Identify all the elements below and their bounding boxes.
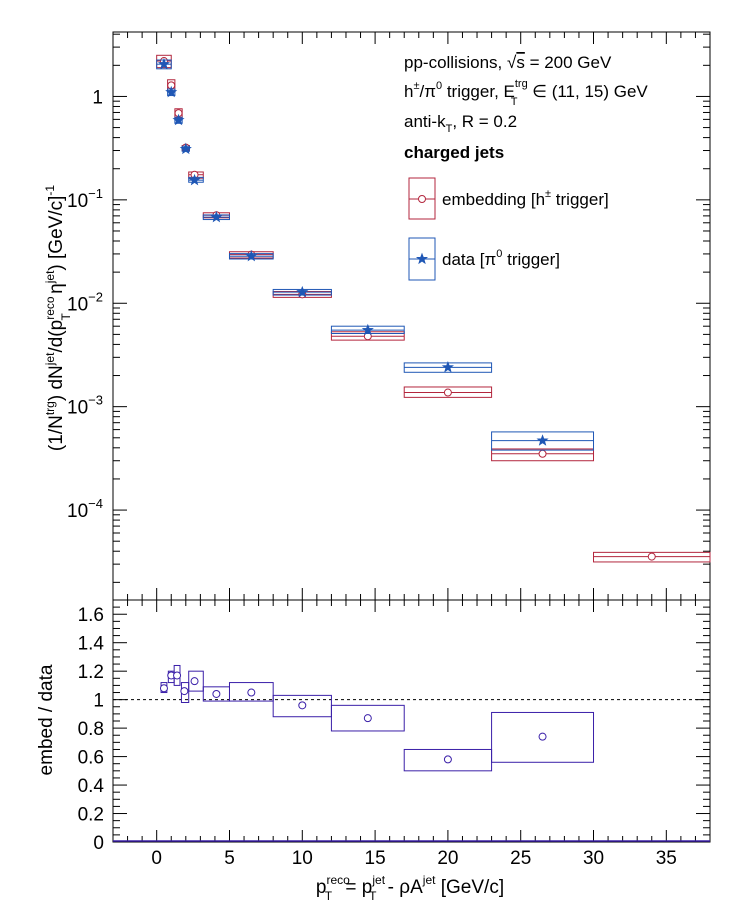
- data-point: [165, 85, 178, 98]
- x-tick-label: 20: [437, 848, 458, 869]
- top-y-tick-label: 10−2: [67, 289, 103, 315]
- top-y-tick-label: 10−1: [67, 186, 103, 212]
- bottom-y-tick-label: 0: [93, 833, 104, 854]
- legend-algorithm-line: anti-kT, R = 0.2: [404, 112, 517, 135]
- top-y-tick-label: 1: [92, 87, 103, 108]
- bottom-y-axis-title: embed / data: [36, 664, 57, 775]
- x-tick-labels: 0 5 10 15 20 25 30 35: [151, 848, 676, 869]
- sys-box: [491, 448, 595, 462]
- data-point: [361, 323, 374, 336]
- top-panel-marks: [156, 54, 711, 563]
- data-point: [210, 210, 223, 223]
- legend: pp-collisions, √s = 200 GeV h±/π0 trigge…: [404, 53, 648, 281]
- bottom-y-tick-label: 1.6: [78, 605, 104, 626]
- legend-embedding-marker: [418, 195, 426, 203]
- x-tick-label: 35: [656, 848, 677, 869]
- ratio-sys-box: [491, 711, 595, 763]
- bottom-panel-marks: [159, 664, 595, 772]
- bottom-y-tick-label: 1.2: [78, 662, 104, 683]
- legend-header: charged jets: [404, 143, 504, 162]
- top-y-tick-labels: 10−4 10−3 10−2 10−1 1: [67, 87, 103, 522]
- x-tick-label: 5: [224, 848, 235, 869]
- ratio-sys-box: [330, 704, 405, 732]
- embedding-point: [647, 552, 656, 561]
- x-tick-label: 15: [365, 848, 386, 869]
- bottom-y-tick-label: 1.4: [78, 634, 105, 655]
- x-tick-label: 25: [510, 848, 531, 869]
- data-point: [157, 57, 171, 70]
- legend-data-label: data [π0 trigger]: [442, 248, 560, 269]
- x-axis-title: preco T = pjet T - ρAjet [GeV/c]: [316, 873, 504, 903]
- ratio-point: [298, 701, 307, 710]
- data-point: [179, 142, 192, 155]
- bottom-y-tick-label: 1: [93, 691, 104, 712]
- legend-embedding-label: embedding [h± trigger]: [442, 188, 609, 209]
- legend-data-marker: [415, 252, 429, 265]
- ratio-point: [247, 688, 256, 697]
- top-panel-ticks: [113, 32, 711, 600]
- bottom-y-tick-label: 0.8: [78, 719, 104, 740]
- data-point: [296, 285, 309, 298]
- ratio-point: [159, 684, 168, 693]
- ratio-point: [538, 732, 547, 741]
- embedding-point: [443, 388, 452, 397]
- data-point: [245, 249, 258, 262]
- top-y-tick-label: 10−4: [67, 496, 103, 522]
- bottom-panel-ticks: [113, 599, 711, 843]
- bottom-y-tick-label: 0.6: [78, 748, 104, 769]
- ratio-sys-box: [188, 670, 204, 692]
- legend-trigger-line: h±/π0 trigger, Etrg T ∈ (11, 15) GeV: [404, 78, 648, 108]
- x-tick-label: 10: [292, 848, 313, 869]
- sys-box: [593, 551, 711, 563]
- ratio-point: [180, 687, 189, 696]
- legend-collisions-line: pp-collisions, √s = 200 GeV: [404, 53, 612, 72]
- bottom-y-tick-label: 0.4: [78, 776, 105, 797]
- data-point: [188, 173, 201, 186]
- data-point: [441, 360, 454, 373]
- ratio-point: [363, 714, 372, 723]
- data-point: [536, 434, 549, 446]
- data-point: [172, 113, 185, 126]
- ratio-point: [443, 755, 452, 764]
- x-tick-label: 0: [151, 848, 162, 869]
- embedding-point: [538, 449, 547, 458]
- legend-star-shape: [415, 252, 429, 265]
- ratio-sys-box: [228, 682, 274, 702]
- bottom-panel-frame: [112, 599, 711, 843]
- ratio-point: [212, 689, 221, 698]
- x-tick-label: 30: [583, 848, 604, 869]
- ratio-point: [190, 677, 199, 686]
- bottom-y-tick-label: 0.2: [78, 805, 104, 826]
- bottom-y-tick-labels: 0 0.2 0.4 0.6 0.8 1 1.2 1.4 1.6: [78, 605, 105, 854]
- ratio-point: [173, 671, 182, 680]
- top-y-tick-label: 10−3: [67, 393, 103, 419]
